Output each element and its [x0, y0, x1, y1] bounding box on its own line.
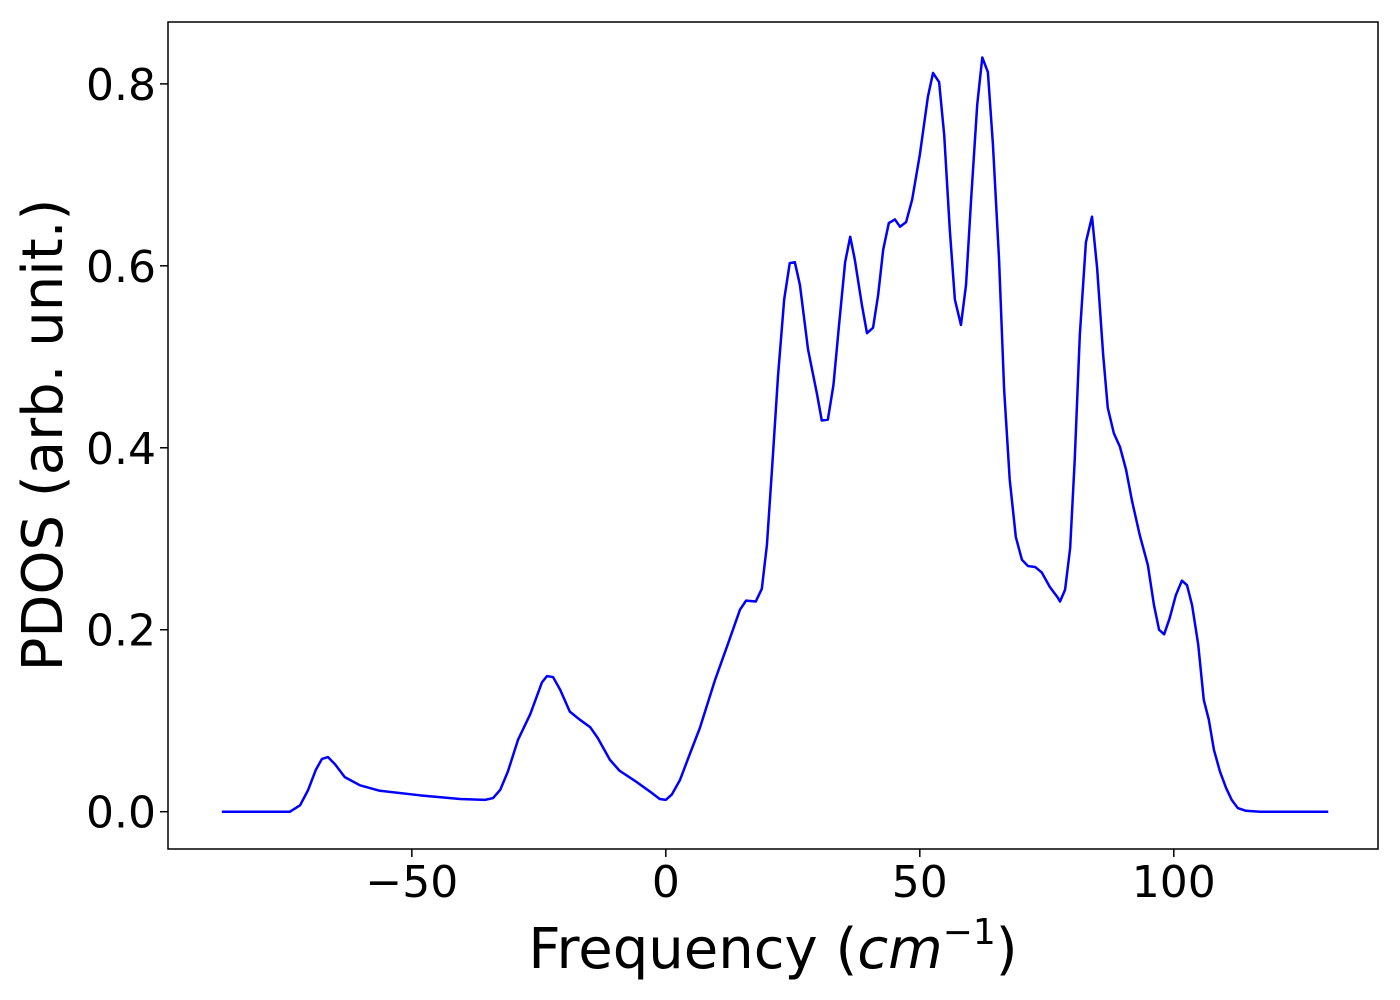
x-tick-label: 0 — [652, 857, 680, 908]
x-label-exponent: −1 — [943, 912, 996, 953]
x-tick-label: −50 — [365, 857, 458, 908]
x-label-unit: cm — [857, 917, 942, 982]
plot-frame — [167, 21, 1379, 850]
x-tick-label: 50 — [892, 857, 948, 908]
x-label-close: ) — [996, 917, 1018, 982]
x-axis-label: Frequency (cm−1) — [528, 912, 1017, 982]
y-tick-label: 0.0 — [86, 788, 156, 839]
y-tick-label: 0.6 — [86, 242, 156, 293]
y-tick-label: 0.2 — [86, 606, 156, 657]
x-label-text: Frequency ( — [528, 917, 857, 982]
pdos-line — [221, 56, 1329, 813]
y-tick-label: 0.8 — [86, 60, 156, 111]
y-tick-label: 0.4 — [86, 424, 156, 475]
x-tick-label: 100 — [1132, 857, 1216, 908]
y-axis-label: PDOS (arb. unit.) — [11, 199, 76, 672]
